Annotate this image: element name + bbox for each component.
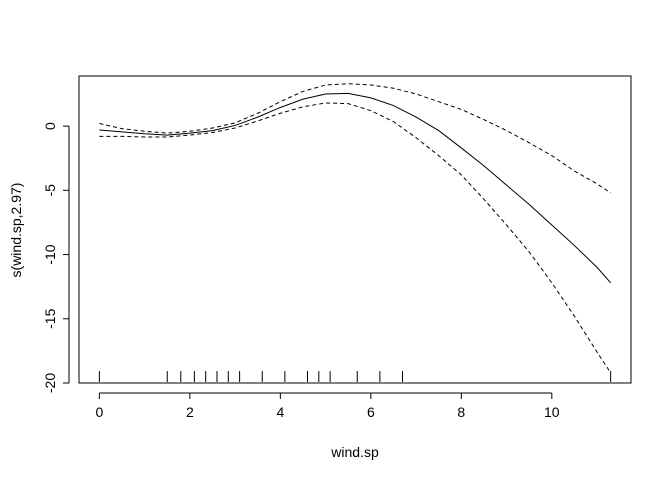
y-tick-label: -5 [42, 184, 58, 197]
x-tick-label: 0 [95, 404, 103, 420]
y-axis: -20 -15 -10 -5 0 [42, 122, 70, 393]
confidence-band-line-1 [99, 83, 611, 194]
smooth-fit-line [99, 92, 612, 284]
x-tick-label: 6 [367, 404, 375, 420]
confidence-band-line-2 [99, 102, 612, 373]
x-axis: 0 2 4 6 8 10 [95, 392, 560, 420]
x-axis-label: wind.sp [330, 444, 379, 460]
x-tick-label: 2 [186, 404, 194, 420]
x-tick-label: 10 [544, 404, 560, 420]
x-tick-label: 4 [276, 404, 284, 420]
y-tick-label: -15 [42, 308, 58, 328]
y-tick-label: -10 [42, 244, 58, 264]
plot-frame [78, 75, 632, 384]
y-tick-label: -20 [42, 373, 58, 393]
y-axis-label: s(wind.sp,2.97) [8, 183, 24, 278]
rug-layer [98, 371, 612, 382]
y-tick-label: 0 [42, 122, 58, 130]
x-tick-label: 8 [457, 404, 465, 420]
series-layer [99, 83, 612, 373]
